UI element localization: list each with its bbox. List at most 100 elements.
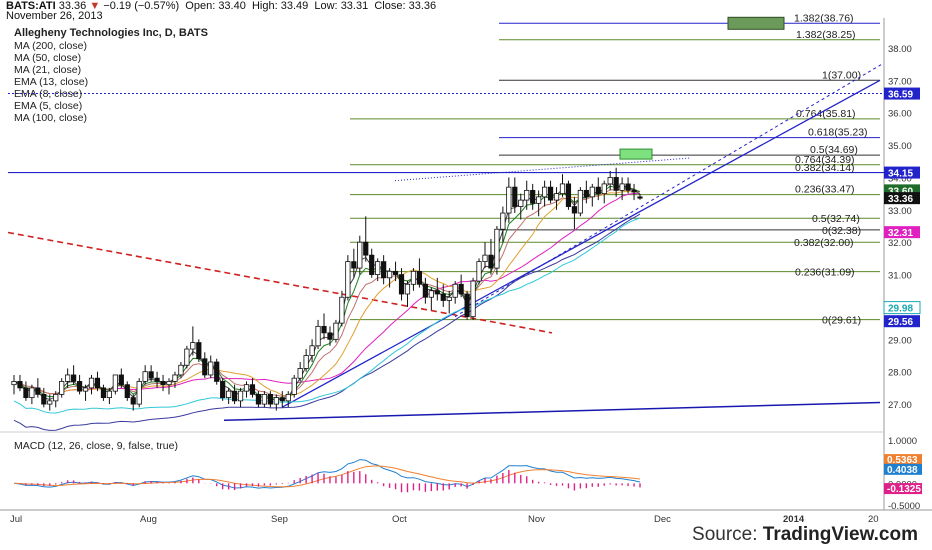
price-tag-label-1: 34.15 — [888, 169, 913, 180]
candle-body — [506, 186, 512, 214]
candle-body — [351, 261, 357, 269]
candle-body — [607, 177, 613, 185]
candle-body — [53, 393, 59, 402]
candle-body — [458, 283, 464, 295]
candle-body — [184, 348, 190, 366]
candle-body — [154, 377, 160, 382]
candle-body — [303, 355, 309, 369]
x-tick-label-7: 20 — [868, 514, 879, 525]
x-tick-label-4: Nov — [528, 514, 545, 525]
fib-label-upper-1: 1.382(38.25) — [796, 29, 856, 41]
macd-line — [13, 459, 641, 489]
last-price: 33.36 — [58, 0, 87, 12]
candle-body — [285, 393, 291, 402]
ma200-line — [13, 213, 641, 431]
macd-label[interactable]: MACD (12, 26, close, 9, false, true) — [14, 440, 178, 452]
candle-body — [166, 381, 172, 386]
candle-body — [559, 183, 566, 195]
top-dotted-line — [394, 157, 691, 182]
candle-body — [619, 183, 625, 191]
candle-body — [386, 270, 393, 279]
fib-label-upper-4: 0.618(35.23) — [808, 127, 868, 139]
source-credit: Source: TradingView.com — [692, 524, 918, 545]
high-value: 33.49 — [280, 0, 309, 12]
y-tick-label-2: 36.00 — [888, 109, 912, 120]
price-tag-label-6: 29.56 — [888, 317, 913, 328]
legend-item-ema5[interactable]: EMA (5, close) — [14, 100, 83, 112]
candle-body — [142, 371, 148, 382]
fib-label-lower-3: 0.236(31.09) — [795, 267, 855, 279]
price-tag-4 — [884, 226, 920, 239]
candle-body — [410, 270, 417, 285]
price-tag-1 — [884, 166, 920, 179]
candle-body — [613, 177, 619, 191]
candle-body — [512, 186, 518, 207]
legend-item-ema8[interactable]: EMA (8, close) — [14, 88, 83, 100]
macd-tag-2 — [884, 483, 922, 495]
tradingview-logo: TradingView.com — [762, 524, 918, 545]
fib-label-upper-6: 0.764(34.39) — [795, 154, 855, 166]
candle-body — [524, 189, 530, 201]
candle-body — [422, 283, 428, 298]
fib-label-lower-1: 0(32.38) — [822, 225, 861, 237]
candle-body — [178, 364, 184, 376]
fib-label-upper-3: 0.764(35.81) — [796, 108, 856, 120]
candle-body — [100, 387, 107, 399]
candle-body — [297, 368, 303, 379]
macd-tick-3: -0.5000 — [888, 501, 920, 512]
candle-body — [202, 358, 208, 376]
macd-tag-1 — [884, 463, 922, 475]
candle-body — [637, 196, 643, 199]
candle-body — [106, 390, 112, 399]
price-tag-label-5: 29.98 — [888, 304, 913, 315]
macd-tag-0 — [884, 454, 922, 466]
candle-body — [428, 290, 434, 298]
candle-body — [345, 261, 351, 298]
price-tag-0 — [884, 87, 920, 100]
legend-item-ema13[interactable]: EMA (13, close) — [14, 76, 89, 88]
y-tick-label-3: 35.00 — [888, 141, 912, 152]
ma50-line — [13, 192, 641, 395]
fib-label-upper-2: 1(37.00) — [822, 69, 861, 81]
candle-body — [547, 186, 554, 201]
candle-body — [124, 384, 130, 399]
candle-body — [196, 342, 202, 360]
downtrend-line — [7, 231, 553, 334]
legend-item-ma100[interactable]: MA (100, close) — [14, 112, 87, 124]
ema8-line — [13, 185, 641, 400]
candle-body — [631, 189, 637, 193]
macd-signal-line — [13, 465, 641, 488]
candle-body — [11, 381, 17, 386]
candle-body — [321, 325, 327, 334]
fib-label-upper-0: 1.382(38.76) — [794, 12, 854, 24]
candle-body — [261, 393, 268, 405]
candle-body — [249, 384, 256, 395]
candle-body — [47, 400, 53, 405]
legend-item-ma50[interactable]: MA (50, close) — [14, 52, 82, 64]
candle-body — [536, 196, 542, 204]
legend-item-ma21[interactable]: MA (21, close) — [14, 64, 82, 76]
chart-header: BATS:ATI 33.36 ▼ −0.19 (−0.57%) Open: 33… — [6, 0, 437, 12]
candle-body — [440, 293, 446, 301]
legend-item-ma200[interactable]: MA (200, close) — [14, 40, 87, 52]
candle-body — [315, 325, 321, 347]
candle-body — [500, 212, 506, 230]
candle-body — [577, 189, 583, 214]
y-tick-label-9: 29.00 — [888, 335, 912, 346]
candle-body — [571, 206, 578, 214]
candle-body — [76, 381, 83, 392]
price-tag-label-2: 33.60 — [888, 186, 913, 197]
candle-body — [470, 280, 476, 318]
y-tick-label-1: 37.00 — [888, 76, 912, 87]
candle-body — [404, 283, 411, 295]
candle-body — [112, 374, 118, 392]
candle-body — [333, 322, 339, 340]
fib-label-lower-4: 0(29.61) — [822, 315, 861, 327]
candle-body — [565, 183, 572, 207]
macd-tag-label-1: 0.4038 — [887, 465, 918, 476]
candle-body — [434, 290, 440, 295]
candle-body — [136, 381, 142, 405]
candle-body — [476, 261, 482, 282]
candle-body — [148, 371, 154, 379]
